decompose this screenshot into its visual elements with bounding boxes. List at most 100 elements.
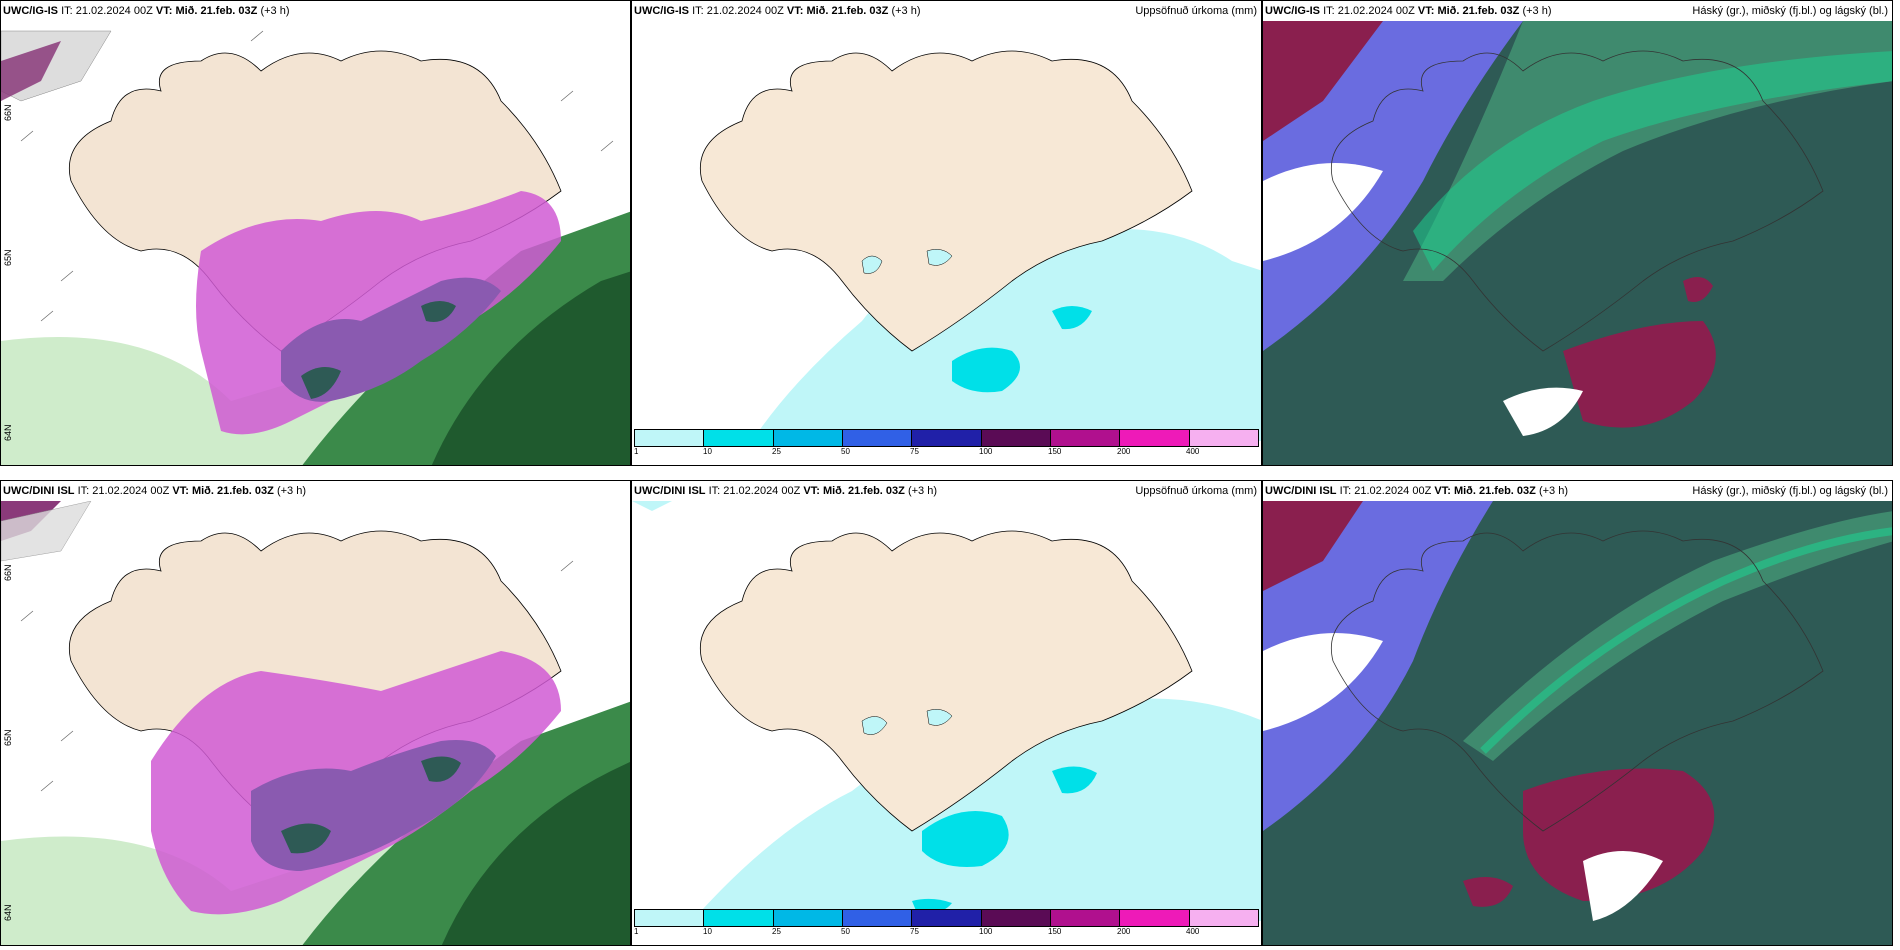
valid-time: Mið. 21.feb. 03Z: [1453, 485, 1536, 497]
vt-label: VT:: [1434, 485, 1451, 497]
init-time: 21.02.2024 00Z: [75, 5, 153, 17]
map-snow[interactable]: 66N 65N 64N: [1, 501, 630, 945]
legend-swatch: [704, 910, 774, 926]
legend-swatch: [912, 910, 982, 926]
map-title: Háský (gr.), miðský (fj.bl.) og lágský (…: [1692, 5, 1888, 17]
legend-swatch: [1050, 910, 1121, 926]
legend-label: 200: [1117, 927, 1131, 936]
it-label: IT:: [77, 485, 90, 497]
it-label: IT:: [1339, 485, 1352, 497]
forecast-offset: (+3 h): [276, 485, 306, 497]
it-label: IT:: [61, 5, 73, 17]
init-time: 21.02.2024 00Z: [706, 5, 784, 17]
legend-label: 150: [1048, 927, 1062, 936]
vt-label: VT:: [172, 485, 189, 497]
panel-header: UWC/IG-IS IT: 21.02.2024 00Z VT: Mið. 21…: [1263, 1, 1892, 21]
map-clouds[interactable]: [1263, 21, 1892, 465]
legend-label: 1: [634, 927, 639, 936]
map-title: Háský (gr.), miðský (fj.bl.) og lágský (…: [1692, 485, 1888, 497]
legend-swatch: [704, 430, 774, 446]
model-name: UWC/DINI ISL: [1265, 485, 1337, 497]
legend-label: 10: [703, 447, 712, 456]
forecast-offset: (+3 h): [1538, 485, 1568, 497]
legend-swatch: [842, 910, 913, 926]
lat-label: 66N: [3, 564, 13, 581]
map-title: Uppsöfnuð úrkoma (mm): [1135, 485, 1257, 497]
lat-label: 64N: [3, 904, 13, 921]
legend-swatch: [981, 430, 1051, 446]
it-label: IT:: [1323, 5, 1335, 17]
lat-label: 65N: [3, 249, 13, 266]
legend-swatch: [635, 910, 705, 926]
map-precip[interactable]: [632, 21, 1261, 465]
panel-top-right: UWC/IG-IS IT: 21.02.2024 00Z VT: Mið. 21…: [1262, 0, 1893, 466]
it-label: IT:: [692, 5, 704, 17]
legend-label: 25: [772, 927, 781, 936]
precip-legend: 1 10 25 50 75 100 150 200 400: [634, 429, 1259, 457]
legend-label: 75: [910, 927, 919, 936]
vt-label: VT:: [786, 5, 804, 17]
panel-bottom-mid: UWC/DINI ISL IT: 21.02.2024 00Z VT: Mið.…: [631, 480, 1262, 946]
panel-header: UWC/DINI ISL IT: 21.02.2024 00Z VT: Mið.…: [632, 481, 1261, 501]
legend-swatch: [773, 910, 843, 926]
valid-time: Mið. 21.feb. 03Z: [806, 5, 889, 17]
legend-label: 25: [772, 447, 781, 456]
vt-label: VT:: [155, 5, 173, 17]
panel-header: UWC/DINI ISL IT: 21.02.2024 00Z VT: Mið.…: [1263, 481, 1892, 501]
lat-label: 64N: [3, 424, 13, 441]
panel-top-left: UWC/IG-IS IT: 21.02.2024 00Z VT: Mið. 21…: [0, 0, 631, 466]
vt-label: VT:: [803, 485, 820, 497]
legend-label: 1: [634, 447, 639, 456]
valid-time: Mið. 21.feb. 03Z: [175, 5, 258, 17]
legend-label: 10: [703, 927, 712, 936]
model-name: UWC/IG-IS: [634, 5, 689, 17]
model-name: UWC/IG-IS: [3, 5, 58, 17]
legend-label: 50: [841, 927, 850, 936]
panel-top-mid: UWC/IG-IS IT: 21.02.2024 00Z VT: Mið. 21…: [631, 0, 1262, 466]
legend-label: 400: [1186, 447, 1200, 456]
map-title: Uppsöfnuð úrkoma (mm): [1135, 5, 1257, 17]
legend-label: 50: [841, 447, 850, 456]
vt-label: VT:: [1417, 5, 1435, 17]
legend-label: 150: [1048, 447, 1062, 456]
forecast-offset: (+3 h): [907, 485, 937, 497]
panel-bottom-left: UWC/DINI ISL IT: 21.02.2024 00Z VT: Mið.…: [0, 480, 631, 946]
init-time: 21.02.2024 00Z: [1337, 5, 1415, 17]
model-name: UWC/DINI ISL: [634, 485, 706, 497]
panel-header: UWC/IG-IS IT: 21.02.2024 00Z VT: Mið. 21…: [1, 1, 630, 21]
valid-time: Mið. 21.feb. 03Z: [191, 485, 274, 497]
map-snow[interactable]: 66N 65N 64N: [1, 21, 630, 465]
panel-header: UWC/IG-IS IT: 21.02.2024 00Z VT: Mið. 21…: [632, 1, 1261, 21]
init-time: 21.02.2024 00Z: [92, 485, 170, 497]
forecast-offset: (+3 h): [891, 5, 921, 17]
legend-swatch: [912, 430, 982, 446]
legend-swatch: [1189, 430, 1258, 446]
forecast-offset: (+3 h): [260, 5, 290, 17]
panel-bottom-right: UWC/DINI ISL IT: 21.02.2024 00Z VT: Mið.…: [1262, 480, 1893, 946]
legend-label: 400: [1186, 927, 1200, 936]
legend-swatch: [981, 910, 1051, 926]
legend-label: 75: [910, 447, 919, 456]
valid-time: Mið. 21.feb. 03Z: [1437, 5, 1520, 17]
init-time: 21.02.2024 00Z: [723, 485, 801, 497]
it-label: IT:: [708, 485, 721, 497]
legend-swatch: [773, 430, 843, 446]
init-time: 21.02.2024 00Z: [1354, 485, 1432, 497]
model-name: UWC/IG-IS: [1265, 5, 1320, 17]
panel-header: UWC/DINI ISL IT: 21.02.2024 00Z VT: Mið.…: [1, 481, 630, 501]
valid-time: Mið. 21.feb. 03Z: [822, 485, 905, 497]
map-precip[interactable]: [632, 501, 1261, 945]
forecast-offset: (+3 h): [1522, 5, 1552, 17]
lat-label: 65N: [3, 729, 13, 746]
legend-label: 100: [979, 447, 993, 456]
model-name: UWC/DINI ISL: [3, 485, 75, 497]
legend-swatch: [1189, 910, 1258, 926]
map-clouds[interactable]: [1263, 501, 1892, 945]
legend-swatch: [1120, 910, 1190, 926]
lat-label: 66N: [3, 104, 13, 121]
precip-legend: 1 10 25 50 75 100 150 200 400: [634, 909, 1259, 937]
legend-swatch: [842, 430, 913, 446]
legend-label: 100: [979, 927, 993, 936]
legend-label: 200: [1117, 447, 1131, 456]
legend-swatch: [635, 430, 705, 446]
